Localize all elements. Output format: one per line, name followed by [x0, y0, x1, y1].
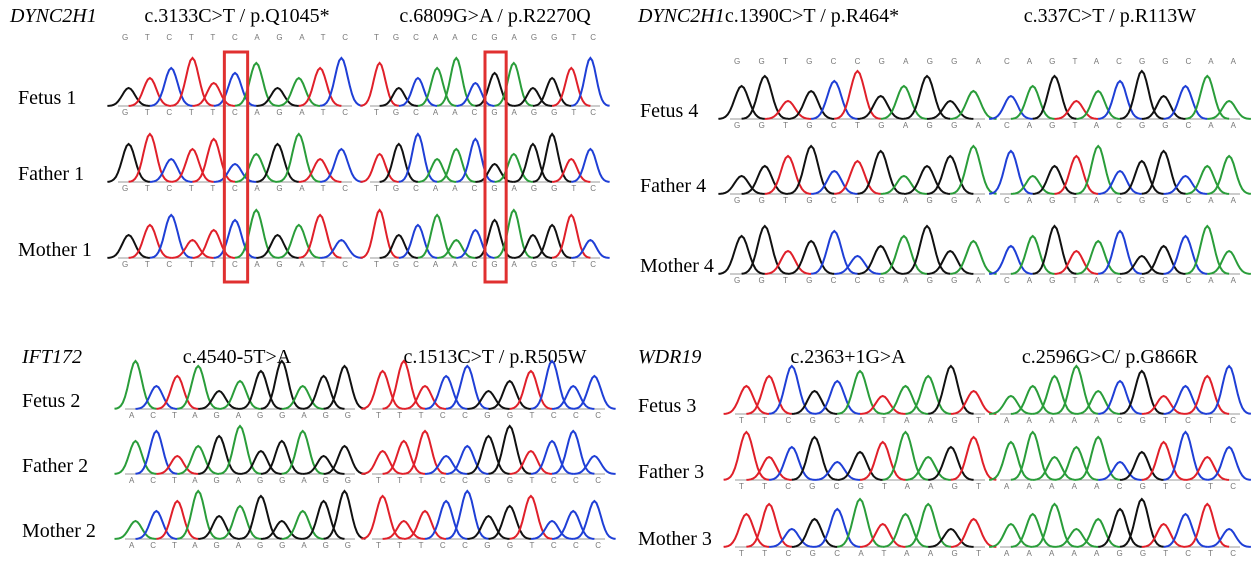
sample-label: Father 2 — [22, 455, 88, 477]
base-calls: ACTAGAGGAGG — [129, 411, 351, 420]
peak — [115, 361, 157, 409]
base-calls: TTTCCGGTCCC — [376, 476, 601, 485]
reference-sequence: CAGTACGGCAA — [1004, 57, 1237, 66]
base-calls: TTCGCATAAGT — [739, 416, 981, 425]
peak — [573, 376, 615, 409]
chromatogram: CAGTACGGCAA — [989, 226, 1251, 285]
chromatogram: TTCGCGTAAGT — [724, 432, 997, 491]
gene-name: WDR19 — [638, 346, 701, 368]
variant-label: c.2596G>C/ p.G866R — [1022, 346, 1199, 368]
base-calls: GGTGCTGAGGA — [734, 121, 982, 130]
peak — [1207, 251, 1251, 274]
base-calls: AAAAACGTCTC — [1004, 416, 1236, 425]
sample-label: Fetus 2 — [22, 390, 80, 412]
chromatogram: AAAAACGTCTC — [989, 366, 1251, 425]
variant-label: c.4540-5T>A — [183, 346, 292, 368]
chromatogram: TTTCCGGTCCC — [361, 491, 615, 550]
base-calls: CAGTACGGCAA — [1004, 276, 1237, 285]
reference-sequence: GGTGCCGAGGA — [734, 57, 982, 66]
base-calls: TTTCCGGTCCC — [376, 541, 601, 550]
base-calls: GTCTTCAGATC — [122, 108, 348, 117]
peak — [1207, 447, 1251, 480]
sample-label: Father 1 — [18, 163, 84, 185]
base-calls: CAGTACGGCAA — [1004, 196, 1237, 205]
peak — [1207, 101, 1251, 119]
base-calls: GGTGCTGAGGA — [734, 196, 982, 205]
peak — [571, 149, 609, 182]
chromatogram: AAAAACGTCTC — [989, 432, 1251, 491]
chromatogram: CAGTACGGCAA — [989, 146, 1251, 205]
chromatogram: CAGTACGGCAA — [989, 71, 1251, 130]
sample-label: Fetus 3 — [638, 395, 696, 417]
peak — [573, 456, 615, 474]
peak — [951, 391, 997, 414]
peak — [1207, 529, 1251, 547]
chromatogram: ACTAGAGGAGG — [115, 361, 366, 420]
base-calls: TTCGCGTAAGT — [739, 482, 981, 491]
variant-label: c.1513C>T / p.R505W — [403, 346, 586, 368]
base-calls: AAAAAGGTCTC — [1004, 549, 1236, 558]
peak — [360, 210, 398, 258]
peak — [950, 91, 996, 119]
sample-label: Mother 2 — [22, 520, 96, 542]
sample-label: Father 3 — [638, 461, 704, 483]
base-calls: TTCGCATAAGT — [739, 549, 981, 558]
chromatogram: GTCTTCAGATC — [107, 210, 362, 269]
page: DYNC2H1 c.3133C>T / p.Q1045* c.6809G>A / p… — [0, 0, 1253, 582]
chromatogram: GGTGCCGAGGA — [718, 226, 996, 285]
chromatogram: ACTAGAGGAGG — [115, 426, 366, 485]
chromatogram: TTCGCATAAGT — [724, 499, 997, 558]
variant-label: c.3133C>T / p.Q1045* — [144, 5, 329, 27]
sample-label: Mother 1 — [18, 239, 92, 261]
chromatogram: TTCGCATAAGT — [724, 366, 997, 425]
chromatogram: TTTCCGGTCCC — [361, 361, 615, 420]
peak — [361, 496, 403, 539]
gene-name: DYNC2H1 — [637, 5, 725, 27]
peak — [951, 519, 997, 547]
variant-label: c.337C>T / p.R113W — [1024, 5, 1197, 27]
sample-label: Mother 3 — [638, 528, 712, 550]
chromatogram: TTTCCGGTCCC — [361, 426, 615, 485]
figure: DYNC2H1 c.3133C>T / p.Q1045* c.6809G>A / p… — [0, 0, 1253, 582]
peak — [989, 151, 1033, 194]
base-calls: CAGTACGGCAA — [1004, 121, 1237, 130]
base-calls: GTCTTCAGATC — [122, 260, 348, 269]
peak — [950, 241, 996, 274]
variant-label: c.2363+1G>A — [790, 346, 906, 368]
sample-label: Fetus 1 — [18, 87, 76, 109]
gene-name: DYNC2H1 — [9, 5, 97, 27]
base-calls: GGTGCCGAGGA — [734, 276, 982, 285]
peak — [360, 63, 398, 106]
sample-label: Fetus 4 — [640, 100, 698, 122]
peak — [571, 240, 609, 258]
variant-label: c.6809G>A / p.R2270Q — [399, 5, 591, 27]
chromatogram: GTCTTCAGATC — [107, 134, 362, 193]
peak — [320, 149, 363, 182]
gene-name: IFT172 — [21, 346, 82, 368]
base-calls: TTTCCGGTCCC — [376, 411, 601, 420]
peak — [724, 432, 770, 480]
base-calls: ACTAGAGGAGG — [129, 476, 351, 485]
reference-sequence: TGCAACGAGGTC — [374, 33, 596, 42]
variant-label: c.1390C>T / p.R464* — [725, 5, 899, 27]
base-calls: AAAAACGTCTC — [1004, 482, 1236, 491]
base-calls: ACTAGAGGAGG — [129, 541, 351, 550]
chromatogram: GGTGCTGAGGA — [718, 146, 996, 205]
chromatogram: GTCTTCAGATC — [107, 58, 362, 117]
reference-sequence: GTCTTCAGATC — [122, 33, 348, 42]
peak — [320, 240, 363, 258]
peak — [324, 446, 366, 474]
sample-label: Father 4 — [640, 175, 706, 197]
base-calls: GTCTTCAGATC — [122, 184, 348, 193]
chromatogram: ACTAGAGGAGG — [115, 491, 366, 550]
chromatogram: AAAAAGGTCTC — [989, 499, 1251, 558]
chromatogram: GGTGCTGAGGA — [718, 71, 996, 130]
sample-label: Mother 4 — [640, 255, 714, 277]
